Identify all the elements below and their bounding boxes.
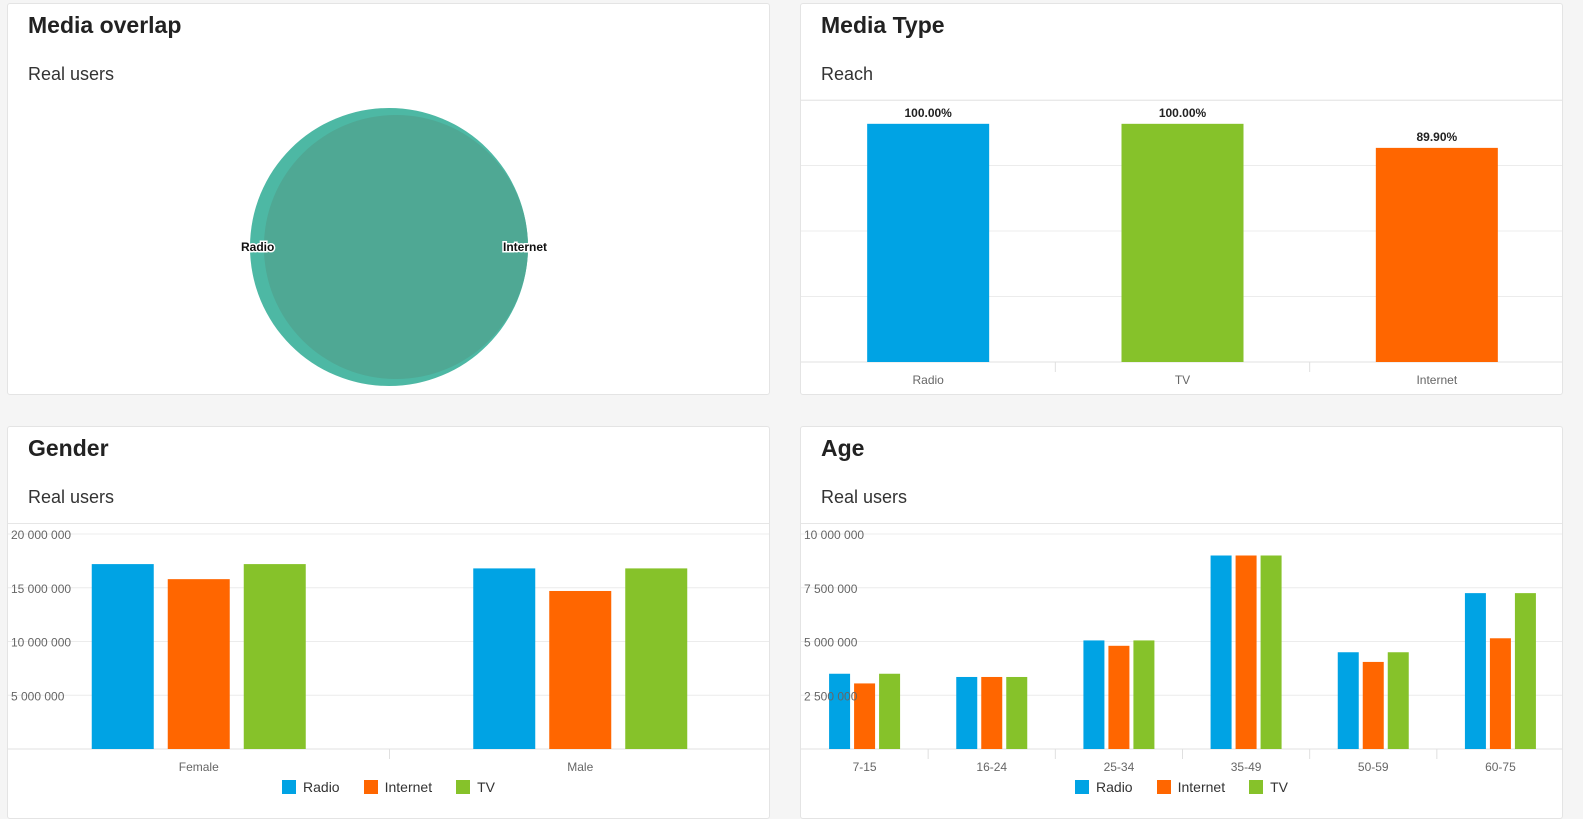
bar-internet-60-75 [1489,638,1511,749]
legend-swatch-radio [282,780,297,794]
gender-card: Gender Real users Female Male 5 000 000 10 … [7,426,770,819]
card-title: Gender [28,435,109,461]
bar-radio [867,123,990,363]
legend-label: Internet [1177,779,1226,795]
legend-label: TV [1270,779,1288,795]
bar-internet [1375,147,1498,362]
y-tick-label: 7 500 000 [804,582,858,596]
card-title: Media overlap [28,12,182,38]
bar-internet-male [549,590,612,749]
bar-internet-25-34 [1108,645,1130,749]
y-tick-label: 10 000 000 [11,636,71,650]
card-title: Media Type [821,12,945,38]
venn-label-radio: Radio [241,240,274,254]
x-tick-label: Radio [912,373,944,387]
bar-internet-7-15 [854,683,876,749]
bar-radio-7-15 [829,673,851,749]
bar-internet-16-24 [981,676,1003,749]
x-tick-label: 60-75 [1485,760,1516,774]
legend-item-radio[interactable]: Radio [282,779,340,795]
y-tick-label: 15 000 000 [11,582,71,596]
chart-legend: Radio Internet TV [8,779,769,795]
y-tick-label: 5 000 000 [804,636,858,650]
media-type-bar-chart: 100.00% Radio 100.00% TV 89.90% Internet [801,99,1562,387]
x-tick-label: 7-15 [853,760,877,774]
divider [801,523,1562,524]
bar-tv-16-24 [1006,676,1028,749]
x-tick-label: 35-49 [1231,760,1262,774]
divider [8,523,769,524]
bar-tv-35-49 [1260,555,1282,749]
bar-tv-50-59 [1387,652,1409,749]
age-card: Age Real users 7-15 16-24 25-34 35-49 50-59 6… [800,426,1563,819]
legend-swatch-tv [456,780,471,794]
card-title: Age [821,435,865,461]
gender-bar-chart: Female Male 5 000 000 10 000 000 15 000 000 2… [8,528,769,774]
bar-internet-35-49 [1235,555,1257,749]
bar-tv-7-15 [879,673,901,749]
bar-tv-25-34 [1133,640,1155,749]
y-tick-label: 2 500 000 [804,689,858,703]
bar-tv-female [243,564,306,749]
legend-item-tv[interactable]: TV [1249,779,1288,795]
data-label: 100.00% [1159,106,1207,120]
bar-tv-60-75 [1514,593,1536,749]
y-tick-label: 20 000 000 [11,528,71,542]
x-tick-label: Female [179,760,219,774]
age-bar-chart: 7-15 16-24 25-34 35-49 50-59 60-75 2 500 000 5 … [801,528,1562,774]
x-tick-label: TV [1175,373,1190,387]
x-tick-label: 16-24 [976,760,1007,774]
bar-tv-male [625,568,688,749]
y-tick-label: 5 000 000 [11,689,65,703]
bar-radio-25-34 [1083,640,1105,749]
card-subtitle: Reach [821,64,874,84]
card-subtitle: Real users [28,487,115,507]
bar-radio-50-59 [1337,652,1359,749]
data-label: 100.00% [904,106,952,120]
venn-label-internet: Internet [503,240,547,254]
legend-label: Internet [384,779,433,795]
x-tick-label: Male [567,760,593,774]
legend-item-tv[interactable]: TV [456,779,495,795]
media-overlap-card: Media overlap Real users Radio Internet [7,3,770,395]
venn-diagram: Radio Internet [240,108,549,386]
bar-internet-female [167,579,230,749]
legend-swatch-internet [1156,780,1171,794]
bar-radio-35-49 [1210,555,1232,749]
x-tick-label: 25-34 [1104,760,1135,774]
legend-item-internet[interactable]: Internet [1156,779,1226,795]
bar-radio-female [91,564,154,749]
venn-set-internet [263,114,528,380]
card-subtitle: Real users [821,487,908,507]
legend-label: TV [477,779,495,795]
legend-label: Radio [1096,779,1133,795]
legend-label: Radio [303,779,340,795]
card-subtitle: Real users [28,64,115,84]
legend-item-radio[interactable]: Radio [1075,779,1133,795]
chart-legend: Radio Internet TV [801,779,1562,795]
x-tick-label: 50-59 [1358,760,1389,774]
legend-swatch-radio [1075,780,1090,794]
bar-radio-male [473,568,536,749]
bar-radio-16-24 [956,676,978,749]
legend-item-internet[interactable]: Internet [363,779,433,795]
media-type-card: Media Type Reach 100.00% Radio 100.00% TV 89… [800,3,1563,395]
y-tick-label: 10 000 000 [804,528,864,542]
legend-swatch-tv [1249,780,1264,794]
legend-swatch-internet [363,780,378,794]
data-label: 89.90% [1416,130,1457,144]
x-tick-label: Internet [1416,373,1457,387]
bar-internet-50-59 [1362,661,1384,749]
bar-radio-60-75 [1464,593,1486,749]
bar-tv [1121,123,1244,363]
